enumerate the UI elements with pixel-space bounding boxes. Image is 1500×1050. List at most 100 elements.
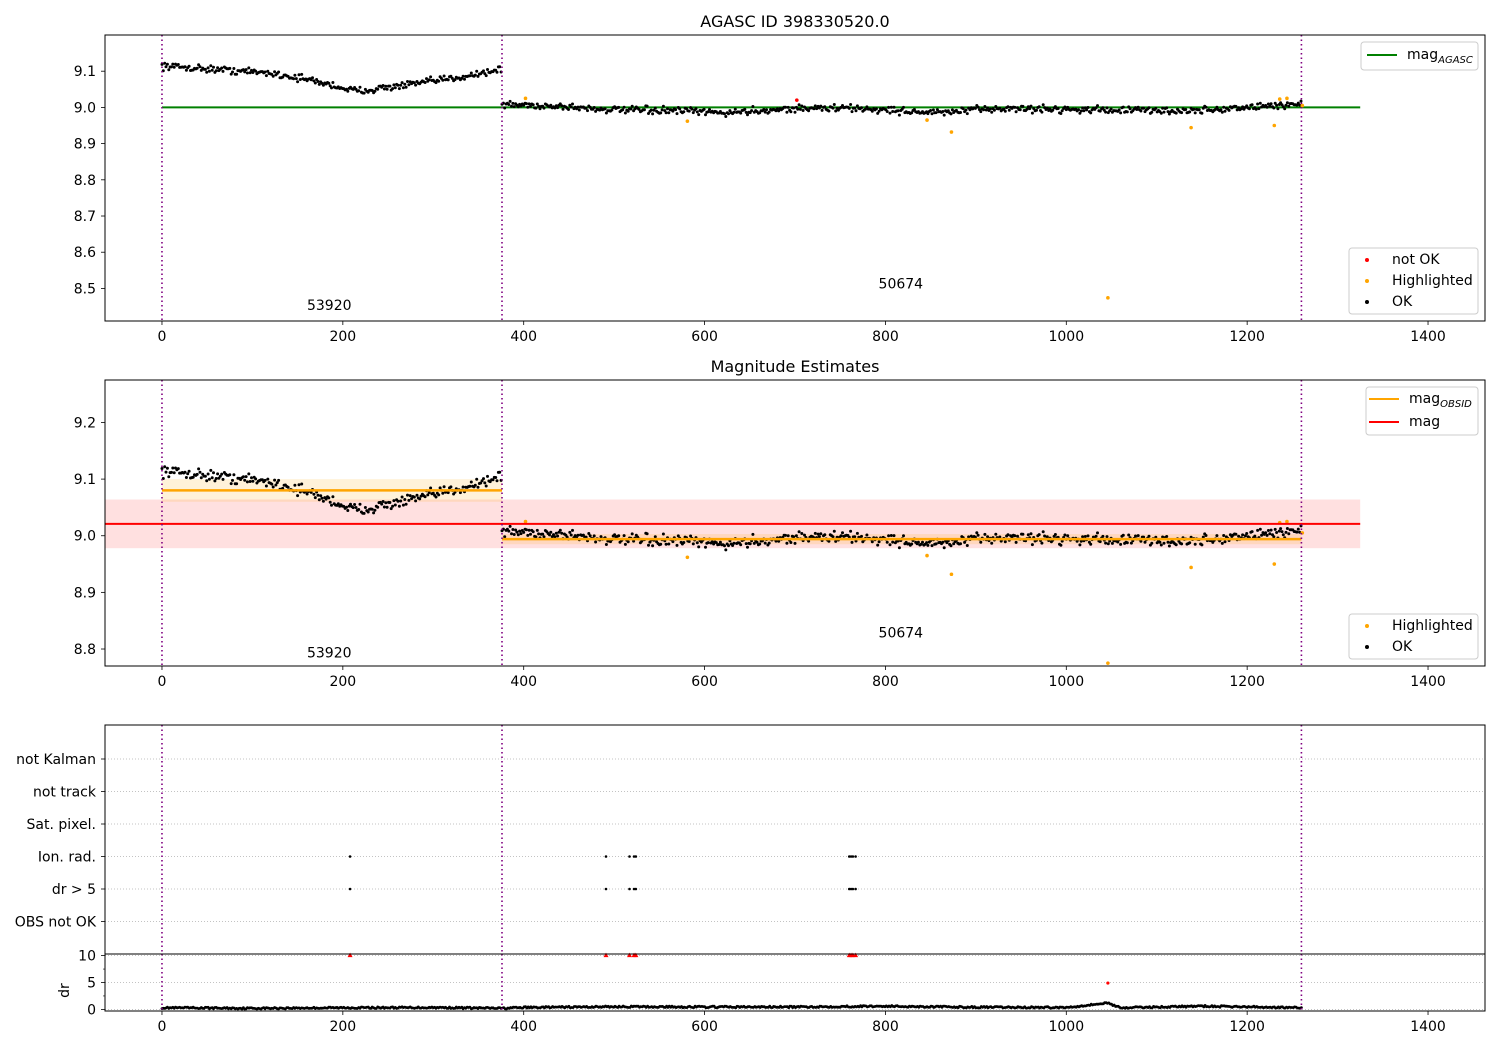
ok-point bbox=[990, 110, 994, 114]
ok-point bbox=[732, 541, 736, 545]
ok-point bbox=[312, 492, 316, 496]
ok-point bbox=[1223, 540, 1227, 544]
obsid-label: 50674 bbox=[879, 276, 924, 292]
ok-point bbox=[949, 544, 953, 548]
ok-point bbox=[434, 81, 438, 85]
ok-point bbox=[527, 102, 531, 106]
ok-point bbox=[798, 107, 802, 111]
ok-point bbox=[630, 532, 634, 536]
legend-box bbox=[1348, 613, 1479, 660]
ok-point bbox=[316, 493, 320, 497]
legend-marker bbox=[1365, 300, 1369, 304]
ok-point bbox=[199, 68, 203, 72]
ok-point bbox=[393, 86, 397, 90]
ok-point bbox=[691, 542, 695, 546]
ok-point bbox=[807, 109, 811, 113]
ok-point bbox=[651, 112, 655, 116]
dr-panel: 0 200 400 600 800 1000 1200 1400 0 5 10 dr bbox=[57, 949, 1486, 1035]
ok-point bbox=[313, 496, 317, 500]
ok-point bbox=[1253, 534, 1257, 538]
ok-point bbox=[1204, 534, 1208, 537]
ok-point bbox=[870, 109, 874, 113]
ok-point bbox=[965, 112, 969, 116]
ok-point bbox=[812, 107, 816, 111]
x-tick-label: 1200 bbox=[1229, 1019, 1265, 1035]
ok-point bbox=[910, 542, 914, 546]
ok-point bbox=[674, 108, 678, 112]
ok-point bbox=[357, 508, 361, 511]
ok-point bbox=[934, 542, 938, 546]
ok-point bbox=[1174, 543, 1178, 547]
ok-point bbox=[512, 105, 516, 109]
ok-point bbox=[263, 70, 267, 74]
y-axis-label: dr bbox=[57, 983, 73, 998]
ok-point bbox=[1085, 108, 1089, 112]
ok-point bbox=[184, 68, 188, 72]
ok-point bbox=[870, 540, 874, 544]
dr-outlier-point bbox=[1106, 981, 1110, 985]
ok-point bbox=[815, 107, 819, 111]
ok-point bbox=[789, 541, 793, 544]
ok-point bbox=[706, 110, 710, 114]
ok-point bbox=[1154, 106, 1158, 110]
ok-point bbox=[1035, 108, 1038, 112]
legend-label: magAGASC bbox=[1407, 47, 1473, 66]
y-tick-label: 0 bbox=[87, 1002, 96, 1018]
ok-point bbox=[449, 485, 453, 489]
ok-point bbox=[321, 83, 325, 87]
ok-point bbox=[751, 532, 755, 536]
y-tick-label: 9.1 bbox=[74, 64, 96, 80]
ok-point bbox=[1275, 103, 1279, 107]
ok-point bbox=[695, 110, 699, 114]
ok-point bbox=[1079, 109, 1083, 113]
ok-point bbox=[1295, 530, 1299, 534]
ok-point bbox=[1142, 106, 1146, 110]
ok-point bbox=[577, 108, 581, 112]
ok-point bbox=[1266, 102, 1270, 106]
ok-point bbox=[660, 108, 664, 112]
ok-point bbox=[975, 531, 979, 535]
ok-point bbox=[982, 108, 986, 112]
ok-point bbox=[1265, 533, 1269, 537]
ok-point bbox=[264, 484, 268, 488]
ok-point bbox=[755, 540, 759, 544]
ok-point bbox=[1014, 540, 1018, 544]
x-tick-label: 1200 bbox=[1229, 329, 1265, 345]
ok-point bbox=[1241, 533, 1245, 537]
legend-box bbox=[1348, 247, 1479, 315]
ok-point bbox=[992, 108, 996, 112]
ok-point bbox=[458, 491, 462, 495]
ok-point bbox=[1028, 107, 1032, 111]
ok-point bbox=[311, 76, 314, 80]
ok-point bbox=[630, 104, 634, 108]
ok-point bbox=[784, 105, 787, 109]
ok-point bbox=[482, 477, 485, 481]
ok-point bbox=[832, 103, 836, 106]
ok-point bbox=[1159, 111, 1163, 115]
ok-point bbox=[475, 69, 479, 73]
ok-point bbox=[556, 534, 560, 538]
y-tick-label: 9.1 bbox=[74, 472, 96, 488]
ok-point bbox=[702, 107, 706, 111]
flag-label: not track bbox=[33, 785, 97, 801]
ok-point bbox=[244, 68, 248, 72]
ok-point bbox=[363, 506, 367, 509]
ok-point bbox=[998, 106, 1002, 110]
ok-point bbox=[682, 110, 686, 114]
highlighted-point bbox=[949, 572, 954, 577]
ok-point bbox=[1174, 111, 1178, 115]
ok-point bbox=[976, 105, 980, 109]
ok-point bbox=[889, 105, 893, 109]
ok-point bbox=[1188, 110, 1192, 114]
ok-point bbox=[1106, 542, 1110, 546]
ok-point bbox=[1273, 527, 1277, 531]
ok-point bbox=[209, 468, 213, 472]
ok-point bbox=[744, 542, 748, 546]
ok-point bbox=[381, 500, 385, 503]
ok-point bbox=[449, 74, 453, 78]
ok-point bbox=[950, 108, 954, 112]
ok-point bbox=[1117, 108, 1121, 112]
ok-point bbox=[195, 66, 199, 70]
ok-point bbox=[461, 74, 465, 78]
ok-point bbox=[973, 106, 977, 110]
